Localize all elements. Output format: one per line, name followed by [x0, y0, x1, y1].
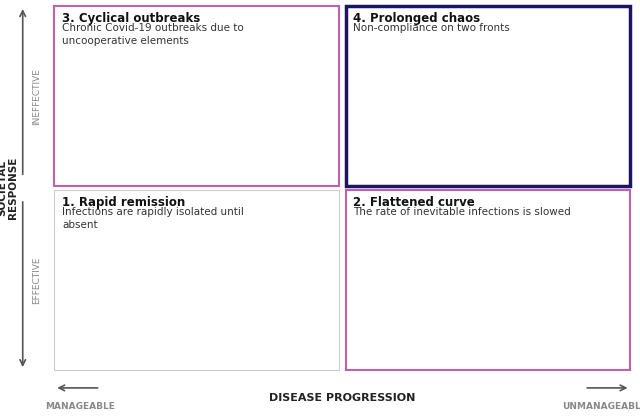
Text: UNMANAGEABLE: UNMANAGEABLE [563, 402, 640, 411]
Text: 2. Flattened curve: 2. Flattened curve [353, 196, 475, 209]
Text: Chronic Covid-19 outbreaks due to
uncooperative elements: Chronic Covid-19 outbreaks due to uncoop… [62, 23, 244, 46]
Text: Economic loss: Economic loss [268, 348, 322, 357]
Text: 4. Prolonged chaos: 4. Prolonged chaos [353, 12, 481, 25]
Text: INEFFECTIVE: INEFFECTIVE [33, 68, 42, 125]
Text: SOCIETAL
RESPONSE: SOCIETAL RESPONSE [0, 157, 19, 219]
Text: 1. Rapid remission: 1. Rapid remission [62, 196, 186, 209]
Text: New cases: New cases [281, 266, 322, 275]
Text: EFFECTIVE: EFFECTIVE [33, 256, 42, 304]
Text: Infections are rapidly isolated until
absent: Infections are rapidly isolated until ab… [62, 207, 244, 230]
Text: 3. Cyclical outbreaks: 3. Cyclical outbreaks [62, 12, 200, 25]
Text: MANAGEABLE: MANAGEABLE [45, 402, 115, 411]
Text: DISEASE PROGRESSION: DISEASE PROGRESSION [269, 393, 415, 403]
Text: The rate of inevitable infections is slowed: The rate of inevitable infections is slo… [353, 207, 571, 217]
Text: Non-compliance on two fronts: Non-compliance on two fronts [353, 23, 510, 33]
